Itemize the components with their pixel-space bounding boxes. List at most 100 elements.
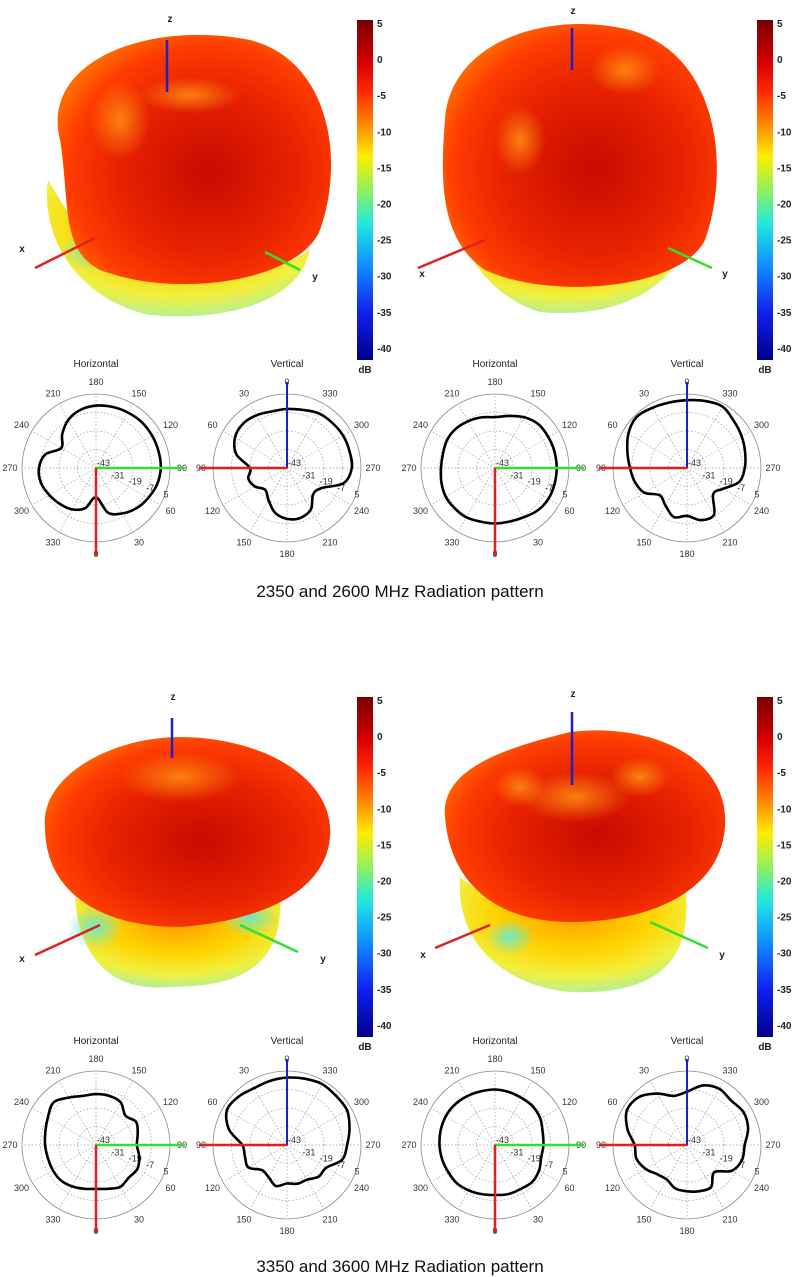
angle-label: 210 bbox=[322, 537, 337, 547]
angle-label: 240 bbox=[754, 1183, 769, 1193]
pattern-curve bbox=[625, 398, 747, 522]
colorbar-tick-label: -15 bbox=[777, 840, 792, 851]
colorbar-tick-label: -30 bbox=[777, 949, 792, 960]
lobe-highlight bbox=[90, 80, 150, 160]
colorbar-gradient bbox=[757, 20, 773, 360]
polar-plot-title: Vertical bbox=[671, 359, 704, 370]
colorbar-unit-label: dB bbox=[758, 365, 771, 376]
angle-label: 330 bbox=[45, 1214, 60, 1224]
angle-label: 270 bbox=[365, 1140, 380, 1150]
angle-label: 330 bbox=[444, 537, 459, 547]
polar-plot-title: Horizontal bbox=[73, 1036, 118, 1047]
angle-label: 330 bbox=[322, 389, 337, 399]
lower-lobe bbox=[459, 200, 675, 314]
pattern-curve bbox=[224, 1076, 351, 1188]
colorbar-tick-label: 0 bbox=[777, 55, 783, 66]
radial-tick-label: -43 bbox=[97, 458, 110, 468]
angle-label: 270 bbox=[765, 463, 780, 473]
grid-spoke bbox=[31, 1107, 97, 1146]
angle-label: 210 bbox=[45, 389, 60, 399]
angle-label: 180 bbox=[487, 377, 502, 387]
angle-label: 180 bbox=[88, 377, 103, 387]
x-axis-line bbox=[34, 236, 96, 270]
figure-caption: 3350 and 3600 MHz Radiation pattern bbox=[256, 1257, 543, 1276]
horizontal-polar-plot: 1801501209060300330300270240210-43-31-19… bbox=[401, 1036, 586, 1236]
3d-radiation-pattern: z x y bbox=[417, 6, 728, 314]
angle-label: 60 bbox=[165, 1183, 175, 1193]
angle-label: 300 bbox=[354, 1097, 369, 1107]
grid-ring bbox=[231, 412, 343, 524]
colorbar-gradient bbox=[357, 697, 373, 1037]
colorbar-tick-label: -10 bbox=[777, 804, 792, 815]
angle-label: 240 bbox=[354, 1183, 369, 1193]
x-axis-line bbox=[417, 238, 486, 270]
radial-tick-label: -7 bbox=[146, 483, 154, 493]
grid-ring bbox=[231, 1089, 343, 1201]
colorbar-gradient bbox=[757, 697, 773, 1037]
grid-spoke bbox=[222, 1107, 288, 1146]
pattern-curve bbox=[439, 414, 558, 525]
radial-tick-label: 5 bbox=[164, 1166, 169, 1176]
radial-tick-label: 5 bbox=[164, 489, 169, 499]
grid-ring bbox=[631, 1089, 743, 1201]
angle-label: 210 bbox=[722, 1214, 737, 1224]
x-axis-line bbox=[434, 923, 491, 950]
angle-label: 30 bbox=[134, 1214, 144, 1224]
colorbar-tick-label: 0 bbox=[777, 732, 783, 743]
colorbar-tick-label: -20 bbox=[377, 200, 392, 211]
radial-tick-label: -31 bbox=[510, 470, 523, 480]
colorbar-tick-label: -40 bbox=[777, 1021, 792, 1032]
colorbar-unit-label: dB bbox=[358, 1042, 371, 1053]
angle-label: 330 bbox=[444, 1214, 459, 1224]
colorbar-tick-label: 5 bbox=[777, 19, 783, 30]
colorbar-tick-label: -20 bbox=[777, 877, 792, 888]
colorbar-unit-label: dB bbox=[358, 365, 371, 376]
angle-label: 180 bbox=[279, 1226, 294, 1236]
colorbar: 5 0 -5 -10 -15 -20 -25 -30 -35 -40 dB bbox=[357, 19, 392, 376]
colorbar-tick-label: -10 bbox=[377, 804, 392, 815]
x-axis-line bbox=[34, 923, 101, 957]
z-axis-label: z bbox=[571, 689, 576, 700]
horizontal-polar-plot: 1801501209060300330300270240210-43-31-19… bbox=[401, 359, 586, 559]
colorbar-tick-label: 0 bbox=[377, 55, 383, 66]
colorbar-tick-label: -35 bbox=[377, 985, 392, 996]
angle-label: 240 bbox=[14, 1097, 29, 1107]
colorbar-tick-label: -30 bbox=[377, 272, 392, 283]
angle-label: 270 bbox=[2, 1140, 17, 1150]
radial-tick-label: -31 bbox=[302, 1147, 315, 1157]
pattern-curve bbox=[37, 404, 163, 516]
main-lobe bbox=[44, 737, 331, 927]
pattern-curve bbox=[438, 1088, 545, 1197]
colorbar-tick-label: -25 bbox=[777, 913, 792, 924]
colorbar: 5 0 -5 -10 -15 -20 -25 -30 -35 -40 dB bbox=[357, 696, 392, 1053]
angle-label: 300 bbox=[754, 420, 769, 430]
radial-tick-label: -19 bbox=[720, 1154, 733, 1164]
colorbar-tick-label: -25 bbox=[777, 236, 792, 247]
angle-label: 30 bbox=[639, 1066, 649, 1076]
angle-label: 120 bbox=[605, 1183, 620, 1193]
radial-tick-label: -7 bbox=[146, 1160, 154, 1170]
colorbar-tick-label: 0 bbox=[377, 732, 383, 743]
colorbar-tick-label: -15 bbox=[377, 840, 392, 851]
angle-label: 300 bbox=[14, 506, 29, 516]
radial-tick-label: -7 bbox=[545, 1160, 553, 1170]
lower-lobe bbox=[46, 180, 311, 317]
angle-label: 330 bbox=[45, 537, 60, 547]
pattern-curve bbox=[624, 1084, 750, 1193]
angle-label: 150 bbox=[636, 537, 651, 547]
radial-tick-label: -19 bbox=[720, 477, 733, 487]
colorbar-tick-label: -5 bbox=[377, 91, 386, 102]
angle-label: 60 bbox=[564, 506, 574, 516]
x-axis-label: x bbox=[420, 950, 426, 961]
angle-label: 180 bbox=[487, 1054, 502, 1064]
angle-label: 30 bbox=[134, 537, 144, 547]
colorbar-gradient bbox=[357, 20, 373, 360]
angle-label: 270 bbox=[2, 463, 17, 473]
radial-tick-label: -19 bbox=[320, 477, 333, 487]
colorbar: 5 0 -5 -10 -15 -20 -25 -30 -35 -40 dB bbox=[757, 696, 792, 1053]
x-axis-label: x bbox=[19, 244, 25, 255]
radial-tick-label: 5 bbox=[355, 489, 360, 499]
angle-label: 150 bbox=[636, 1214, 651, 1224]
polar-plot-title: Vertical bbox=[271, 359, 304, 370]
lobe-highlight bbox=[495, 105, 545, 175]
